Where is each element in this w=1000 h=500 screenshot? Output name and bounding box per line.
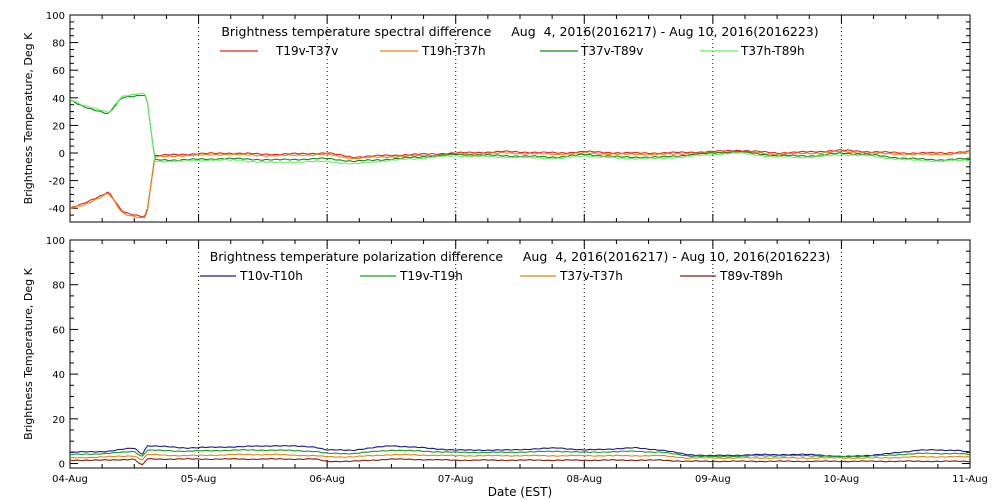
y-tick-label: 80 [52,281,65,292]
series-line [70,92,970,165]
x-tick-label: 05-Aug [181,474,217,485]
y-tick-label: -40 [49,204,65,215]
y-axis-label: Brightness Temperature, Deg K [22,32,35,204]
y-tick-label: 100 [46,236,65,247]
plot-frame [69,14,971,223]
y-tick-label: 100 [46,11,65,22]
legend-label: T19h-T37h [421,44,486,58]
y-tick-label: 60 [52,325,65,336]
series-line [70,149,970,218]
x-tick-label: 06-Aug [309,474,345,485]
y-axis-label: Brightness Temperature, Deg K [22,267,35,439]
legend-label: T37v-T89v [580,44,643,58]
x-tick-label: 09-Aug [695,474,731,485]
spectral-difference-panel: -40 -20 0 20 40 60 80 100 Brightness Temperature… [22,11,971,223]
chart-title: Brightness temperature spectral differen… [221,24,818,39]
y-tick-label: 40 [52,94,65,105]
series-line [70,150,970,219]
series-line [70,449,970,458]
y-tick-label: 0 [59,460,65,471]
x-tick-label: 08-Aug [566,474,602,485]
x-tick-label: 10-Aug [824,474,860,485]
series-line [70,457,970,466]
y-tick-label: 40 [52,370,65,381]
plot-frame [69,239,971,469]
y-tick-label: 0 [59,149,65,160]
x-tick-label: 04-Aug [52,474,88,485]
x-tick-label: 07-Aug [438,474,474,485]
series-line [70,453,970,461]
y-tick-label: 60 [52,66,65,77]
legend-label: T19v-T19h [399,269,463,283]
y-tick-label: 20 [52,415,65,426]
chart-title: Brightness temperature polarization diff… [210,249,831,264]
series-line [70,444,970,458]
legend-label: T19v-T37v [275,44,338,58]
y-tick-label: -20 [49,177,65,188]
x-tick-label: 11-Aug [952,474,988,485]
y-tick-label: 20 [52,121,65,132]
legend-label: T37v-T37h [559,269,623,283]
legend-label: T37h-T89h [740,44,805,58]
y-tick-label: 80 [52,39,65,50]
x-axis-label: Date (EST) [488,485,552,499]
legend-label: T10v-T10h [239,269,303,283]
polarization-difference-panel: 0 20 40 60 80 100 04-Aug 05-Aug 06-Aug 07-Aug 08-A… [22,236,988,499]
legend-label: T89v-T89h [719,269,783,283]
